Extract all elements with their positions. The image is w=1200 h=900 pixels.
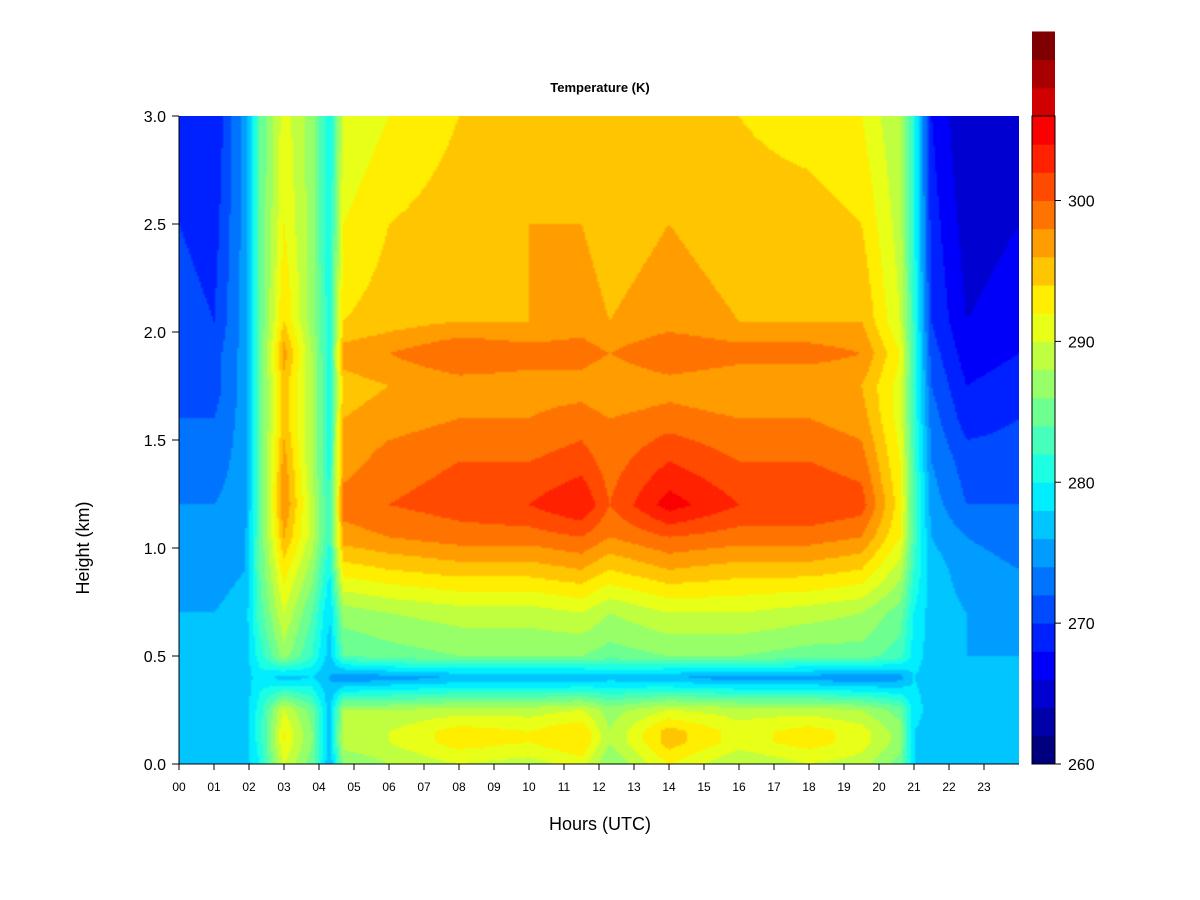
x-tick-label: 23 — [977, 780, 991, 794]
colorbar-tick-label: 260 — [1068, 757, 1095, 774]
colorbar-swatch — [1032, 397, 1055, 427]
colorbar-frame — [1031, 115, 1056, 765]
x-tick-label: 00 — [172, 780, 186, 794]
y-axis-label: Height (km) — [73, 501, 93, 594]
y-axis: 0.0 0.5 1.0 1.5 2.0 2.5 3.0 — [144, 109, 180, 774]
x-tick-label: 12 — [592, 780, 606, 794]
colorbar-swatch — [1032, 285, 1055, 314]
x-tick-label: 08 — [452, 780, 466, 794]
colorbar-swatch — [1032, 594, 1055, 624]
colorbar-swatch — [1032, 538, 1055, 568]
x-tick-label: 17 — [767, 780, 781, 794]
x-tick-label: 16 — [732, 780, 746, 794]
x-tick-label: 09 — [487, 780, 501, 794]
colorbar-swatch — [1032, 454, 1055, 483]
colorbar-swatch — [1032, 482, 1055, 511]
x-axis-label: Hours (UTC) — [549, 814, 651, 834]
heatmap-plot-area — [179, 116, 1019, 764]
colorbar-swatch — [1032, 707, 1055, 737]
y-tick-label: 1.5 — [144, 433, 166, 450]
colorbar-tick-label: 280 — [1068, 475, 1095, 492]
x-tick-label: 04 — [312, 780, 326, 794]
colorbar-swatch — [1032, 510, 1055, 540]
colorbar-swatch — [1032, 87, 1055, 117]
colorbar-swatch — [1032, 59, 1055, 89]
x-tick-label: 18 — [802, 780, 816, 794]
colorbar-swatch — [1032, 679, 1055, 709]
heatmap-field — [179, 116, 1019, 764]
colorbar-swatch — [1032, 228, 1055, 258]
y-tick-label: 2.0 — [144, 325, 166, 342]
y-tick-label: 2.5 — [144, 217, 166, 234]
colorbar-swatch — [1032, 256, 1055, 286]
colorbar-swatch — [1032, 651, 1055, 680]
x-tick-label: 07 — [417, 780, 431, 794]
colorbar: 260 270 280 290 300 — [1031, 31, 1095, 774]
y-tick-label: 1.0 — [144, 541, 166, 558]
x-tick-label: 06 — [382, 780, 396, 794]
colorbar-swatch — [1032, 425, 1055, 455]
x-tick-label: 03 — [277, 780, 291, 794]
y-tick-label: 0.5 — [144, 649, 166, 666]
x-tick-label: 13 — [627, 780, 641, 794]
colorbar-swatch — [1032, 341, 1055, 371]
x-tick-label: 21 — [907, 780, 921, 794]
x-tick-label: 15 — [697, 780, 711, 794]
colorbar-swatch — [1032, 144, 1055, 173]
colorbar-swatch — [1032, 369, 1055, 399]
x-tick-label: 19 — [837, 780, 851, 794]
x-tick-label: 01 — [207, 780, 221, 794]
x-tick-label: 22 — [942, 780, 956, 794]
colorbar-swatch — [1032, 735, 1055, 765]
x-tick-label: 02 — [242, 780, 256, 794]
colorbar-swatch — [1032, 566, 1055, 596]
colorbar-tick-label: 270 — [1068, 616, 1095, 633]
y-tick-label: 0.0 — [144, 757, 166, 774]
colorbar-tick-label: 290 — [1068, 334, 1095, 351]
colorbar-swatch — [1032, 623, 1055, 652]
colorbar-swatch — [1032, 313, 1055, 342]
x-tick-label: 20 — [872, 780, 886, 794]
colorbar-swatch — [1032, 200, 1055, 230]
y-tick-label: 3.0 — [144, 109, 166, 126]
chart-title: Temperature (K) — [550, 80, 649, 95]
x-tick-label: 14 — [662, 780, 676, 794]
x-tick-label: 10 — [522, 780, 536, 794]
x-axis: 00 01 02 03 04 05 06 07 08 09 10 11 12 13 14 15 16 17 18 19… — [172, 763, 1019, 794]
x-tick-label: 11 — [558, 780, 571, 794]
colorbar-swatch — [1032, 116, 1055, 145]
colorbar-swatch — [1032, 172, 1055, 202]
x-tick-label: 05 — [347, 780, 361, 794]
colorbar-tick-label: 300 — [1068, 194, 1095, 211]
colorbar-swatch — [1032, 31, 1055, 61]
